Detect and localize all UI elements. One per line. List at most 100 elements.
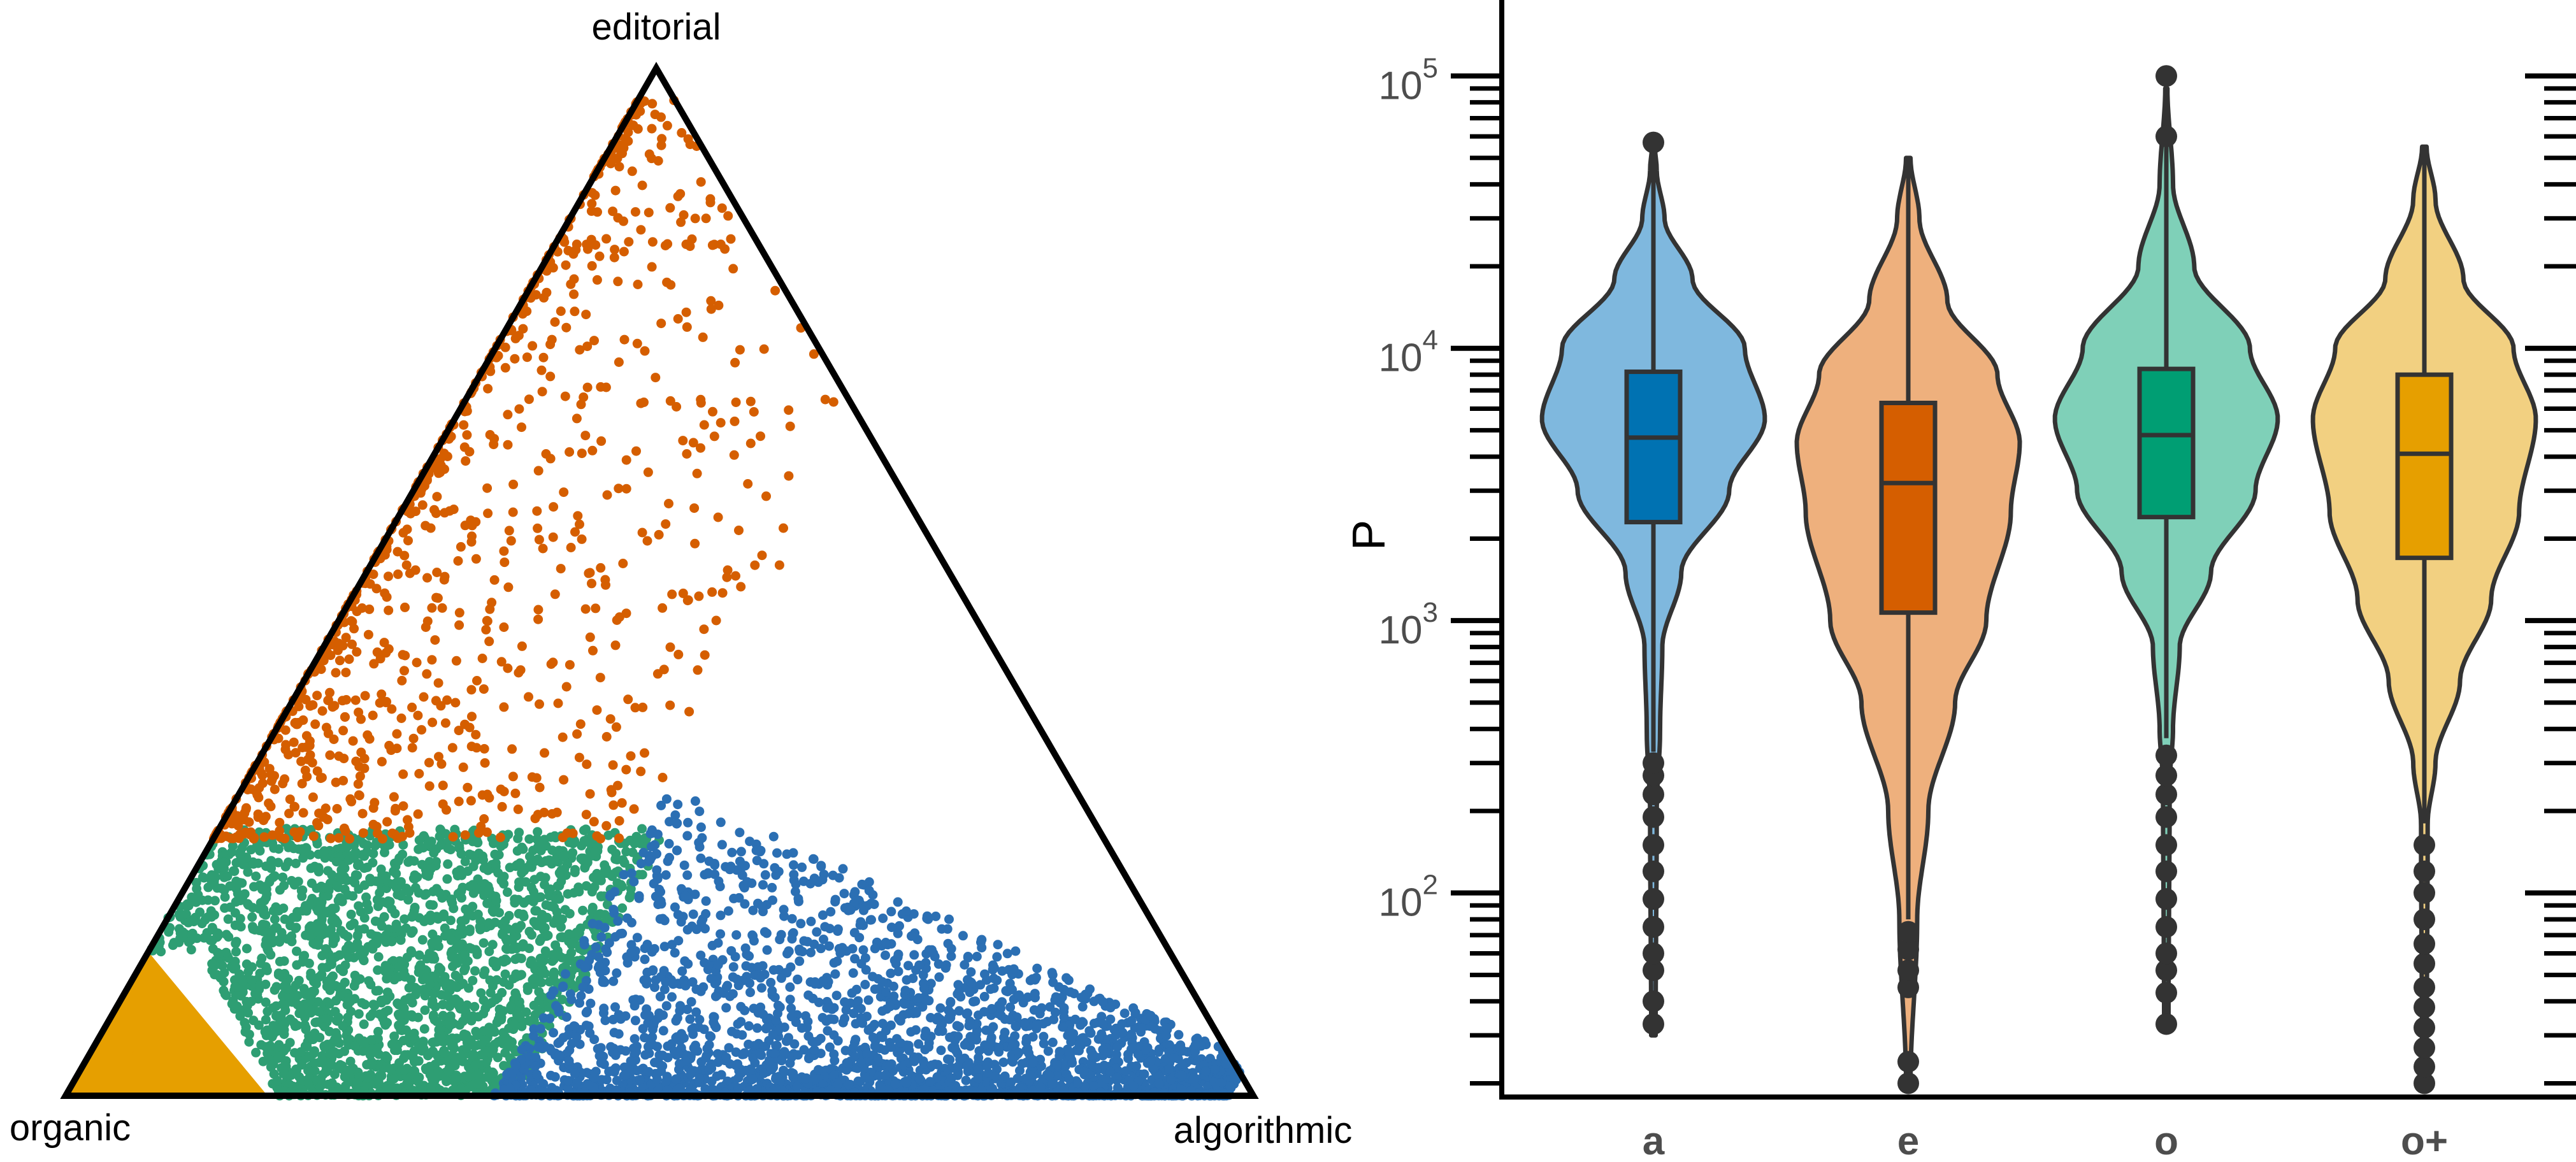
ternary-point-mixed <box>210 896 220 906</box>
ternary-point-mixed <box>337 875 347 885</box>
ternary-point-mixed <box>353 861 363 871</box>
ternary-point-algorithmic <box>615 929 625 939</box>
ternary-point-algorithmic <box>1088 1061 1098 1072</box>
ternary-point-mixed <box>512 991 521 1001</box>
ternary-point-mixed <box>626 889 636 900</box>
ternary-point-algorithmic <box>680 891 691 901</box>
ternary-point-editorial <box>637 527 647 538</box>
ternary-point-algorithmic <box>902 975 912 985</box>
ternary-point-mixed <box>473 838 483 848</box>
ternary-point-algorithmic <box>1098 996 1108 1007</box>
ternary-point-algorithmic <box>586 998 596 1008</box>
ternary-point-algorithmic <box>881 938 891 947</box>
ternary-point-editorial <box>384 571 393 582</box>
ternary-point-mixed <box>435 1071 445 1081</box>
ternary-point-algorithmic <box>857 879 867 889</box>
ternary-point-mixed <box>557 994 567 1005</box>
ternary-point-algorithmic <box>663 856 673 866</box>
ternary-point-mixed <box>443 930 453 940</box>
ternary-point-mixed <box>473 1012 484 1022</box>
ternary-point-mixed <box>206 912 217 922</box>
ternary-point-mixed <box>493 868 503 878</box>
ternary-point-algorithmic <box>776 973 786 983</box>
ternary-point-editorial <box>483 508 493 519</box>
ternary-point-algorithmic <box>581 1021 591 1031</box>
ternary-point-algorithmic <box>701 1053 711 1063</box>
ternary-point-algorithmic <box>828 870 838 880</box>
ternary-point-mixed <box>354 901 364 911</box>
ternary-point-mixed <box>221 947 231 958</box>
ternary-point-mixed <box>631 831 642 842</box>
ternary-point-algorithmic <box>640 1050 651 1060</box>
ternary-point-algorithmic <box>812 927 822 937</box>
ternary-point-editorial <box>623 694 633 705</box>
ternary-point-algorithmic <box>747 930 758 940</box>
ternary-point-mixed <box>207 959 217 969</box>
ternary-point-mixed <box>314 923 324 933</box>
ternary-point-mixed <box>540 880 549 890</box>
ternary-point-mixed <box>259 882 270 892</box>
ternary-point-algorithmic <box>612 968 622 978</box>
ternary-point-mixed <box>491 891 501 901</box>
ternary-point-editorial <box>500 342 510 352</box>
ternary-point-algorithmic <box>1058 1022 1068 1032</box>
ternary-point-mixed <box>350 1041 360 1051</box>
ternary-point-algorithmic <box>848 968 858 978</box>
ternary-point-mixed <box>447 1041 457 1051</box>
ternary-point-algorithmic <box>901 906 911 916</box>
ternary-point-algorithmic <box>659 966 669 976</box>
ternary-point-algorithmic <box>1054 1047 1065 1057</box>
ternary-point-mixed <box>531 906 542 916</box>
ternary-point-mixed <box>581 824 591 835</box>
ternary-point-algorithmic <box>644 1010 654 1021</box>
ternary-point-mixed <box>219 977 229 987</box>
ternary-point-algorithmic <box>801 1073 811 1084</box>
ternary-point-editorial <box>451 656 461 666</box>
ternary-point-algorithmic <box>729 893 739 903</box>
ternary-point-algorithmic <box>893 949 903 959</box>
ternary-point-algorithmic <box>1028 974 1037 984</box>
ternary-point-mixed <box>261 935 271 945</box>
ternary-point-mixed <box>292 946 301 956</box>
ternary-point-editorial <box>422 669 432 679</box>
ternary-point-algorithmic <box>640 954 650 965</box>
ternary-point-mixed <box>442 1077 452 1087</box>
ternary-point-algorithmic <box>704 1040 714 1050</box>
ternary-point-mixed <box>399 914 410 924</box>
ternary-point-algorithmic <box>682 1005 693 1014</box>
ternary-point-mixed <box>524 926 535 936</box>
ternary-point-mixed <box>473 909 483 919</box>
ternary-point-algorithmic <box>689 1043 699 1053</box>
ternary-point-editorial <box>785 421 795 431</box>
ternary-point-algorithmic <box>937 1026 947 1036</box>
ternary-point-algorithmic <box>644 1066 654 1077</box>
ternary-point-algorithmic <box>558 982 568 993</box>
ternary-point-mixed <box>401 1025 411 1035</box>
ternary-point-algorithmic <box>1112 1083 1123 1093</box>
ternary-point-mixed <box>330 931 340 942</box>
ternary-point-mixed <box>288 912 298 922</box>
ternary-point-mixed <box>502 887 512 897</box>
ternary-point-algorithmic <box>910 1025 921 1035</box>
ternary-point-algorithmic <box>552 1003 563 1013</box>
ternary-point-algorithmic <box>581 1008 591 1018</box>
ternary-point-algorithmic <box>810 979 820 989</box>
ternary-point-algorithmic <box>779 1065 789 1075</box>
ternary-point-algorithmic <box>723 1076 733 1086</box>
ternary-point-algorithmic <box>830 894 840 905</box>
ternary-point-mixed <box>406 975 416 985</box>
ternary-point-algorithmic <box>833 1036 843 1046</box>
ternary-point-algorithmic <box>862 1049 872 1059</box>
ternary-point-algorithmic <box>867 915 876 925</box>
ternary-point-algorithmic <box>661 1001 672 1011</box>
ternary-point-algorithmic <box>873 1053 883 1063</box>
ternary-point-algorithmic <box>650 1058 659 1068</box>
ternary-point-mixed <box>399 1065 410 1075</box>
ternary-point-editorial <box>637 180 647 190</box>
ternary-point-mixed <box>509 1019 519 1029</box>
ternary-point-algorithmic <box>808 854 818 864</box>
ternary-point-algorithmic <box>587 919 598 929</box>
ternary-point-editorial <box>408 733 419 743</box>
ternary-point-algorithmic <box>1011 946 1021 956</box>
ternary-point-algorithmic <box>716 817 726 828</box>
